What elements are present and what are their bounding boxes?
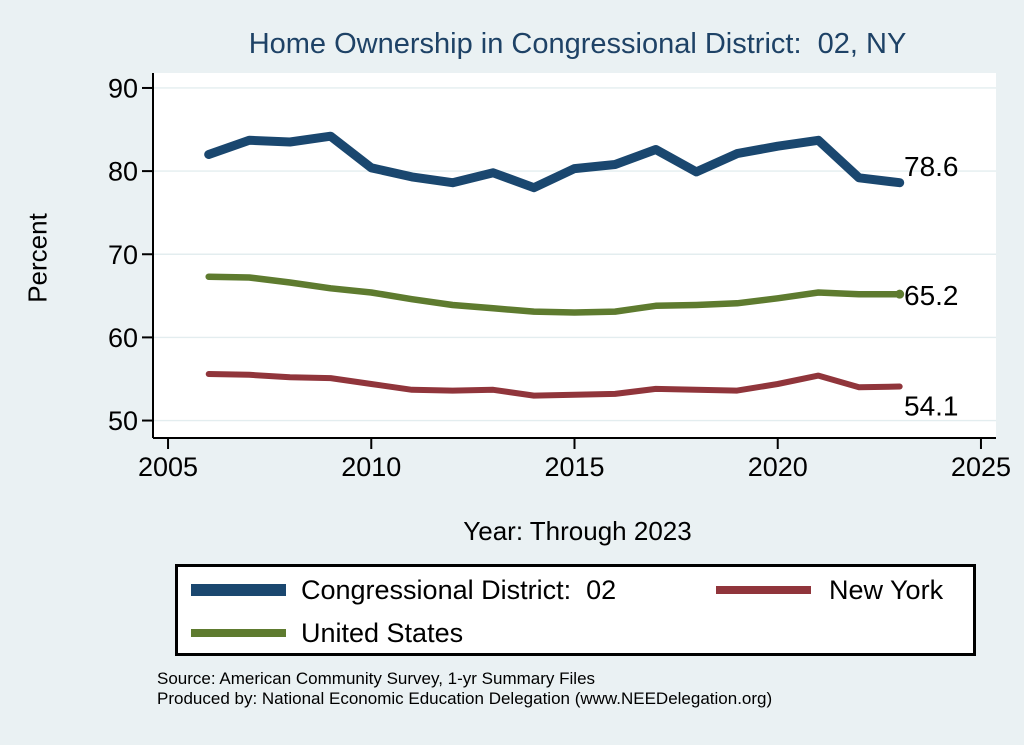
series-end-label-2: 54.1 [904,390,959,421]
x-tick-label: 2005 [138,452,198,482]
x-tick-label: 2020 [748,452,808,482]
y-tick-label: 60 [108,323,138,353]
legend-swatch-district [191,584,286,596]
legend-box: Congressional District: 02 New York Unit… [175,564,976,656]
series-line-1 [205,273,903,316]
source-note: Source: American Community Survey, 1-yr … [157,669,772,708]
chart-title: Home Ownership in Congressional District… [248,28,907,60]
legend-label-district: Congressional District: 02 [301,575,617,605]
y-tick-label: 80 [108,157,138,187]
legend-swatch-united-states [191,629,286,637]
y-tick-label: 70 [108,240,138,270]
x-tick-label: 2015 [544,452,604,482]
y-tick-label: 50 [108,406,138,436]
y-tick-label: 90 [108,73,138,103]
source-line-2: Produced by: National Economic Education… [157,688,773,708]
series-end-label-1: 65.2 [904,280,959,311]
x-tick-label: 2010 [341,452,401,482]
legend-label-united-states: United States [301,618,464,648]
legend-label-new-york: New York [829,575,944,605]
source-line-1: Source: American Community Survey, 1-yr … [157,669,596,688]
series-line-2 [205,371,903,399]
legend-swatch-new-york [716,586,811,594]
series-end-marker-1 [895,289,905,299]
y-axis-title: Percent [22,213,53,303]
x-axis-title: Year: Through 2023 [463,516,692,546]
series-line-0 [204,131,905,193]
series-end-label-0: 78.6 [904,151,959,182]
x-tick-label: 2025 [951,452,1011,482]
plot-area [153,73,996,438]
